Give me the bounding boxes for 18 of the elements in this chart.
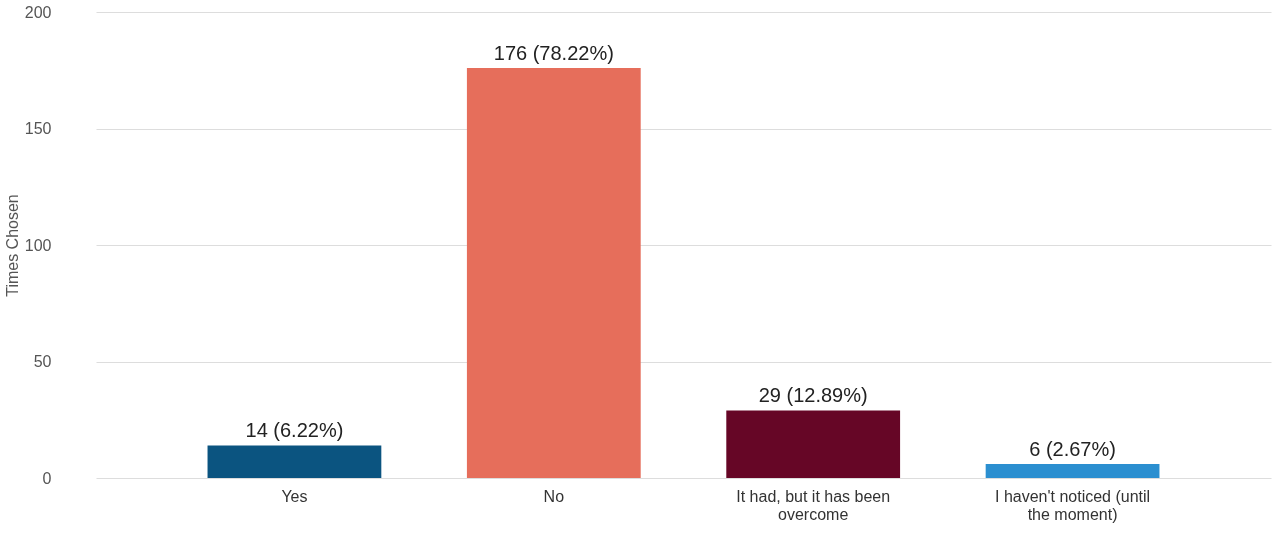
bar xyxy=(207,445,382,478)
x-tick-label: Yes xyxy=(281,487,308,505)
y-tick-label: 100 xyxy=(24,236,52,254)
y-tick-label: 50 xyxy=(33,353,52,370)
y-tick-label: 0 xyxy=(42,469,52,487)
data-label: 14 (6.22%) xyxy=(245,419,344,442)
y-axis-title: Times Chosen xyxy=(3,194,21,297)
x-tick-label: No xyxy=(543,487,565,505)
x-tick-label: It had, but it has been overcome xyxy=(736,487,891,523)
bar xyxy=(466,67,641,478)
bar xyxy=(985,464,1160,478)
bar xyxy=(726,410,901,478)
x-tick-label: I haven't noticed (until the moment) xyxy=(994,487,1151,523)
data-label: 29 (12.89%) xyxy=(758,384,868,407)
data-label: 6 (2.67%) xyxy=(1029,438,1116,461)
data-label: 176 (78.22%) xyxy=(493,41,614,64)
y-tick-label: 200 xyxy=(24,3,52,21)
y-tick-label: 150 xyxy=(24,120,52,137)
